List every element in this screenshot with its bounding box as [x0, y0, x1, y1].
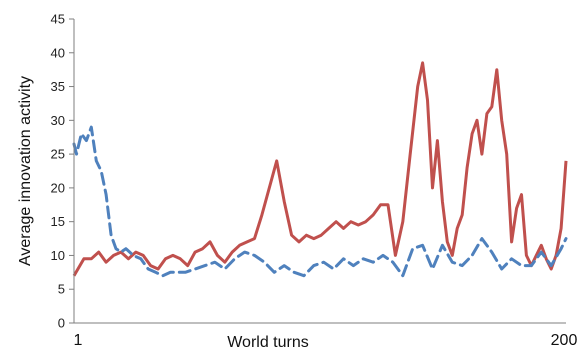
y-tick-label: 30	[51, 113, 65, 128]
y-tick-label: 45	[51, 12, 65, 27]
y-tick-label: 35	[51, 79, 65, 94]
series-layer	[72, 61, 568, 278]
y-axis-title: Average innovation activity	[17, 76, 34, 266]
series-line-1	[72, 61, 568, 277]
y-axis-ticks: 0 5 10 15 20 25 30 35 40 45	[51, 12, 74, 331]
y-tick-label: 15	[51, 214, 65, 229]
y-tick-label: 10	[51, 248, 65, 263]
series-line-2	[72, 125, 568, 278]
y-tick-label: 40	[51, 45, 65, 60]
y-tick-label: 0	[58, 316, 65, 331]
y-tick-label: 25	[51, 147, 65, 162]
x-tick-label-start: 1	[74, 332, 83, 348]
x-axis-title: World turns	[227, 334, 309, 348]
y-tick-label: 5	[58, 282, 65, 297]
y-tick-label: 20	[51, 180, 65, 195]
x-tick-label-end: 200	[551, 332, 578, 348]
